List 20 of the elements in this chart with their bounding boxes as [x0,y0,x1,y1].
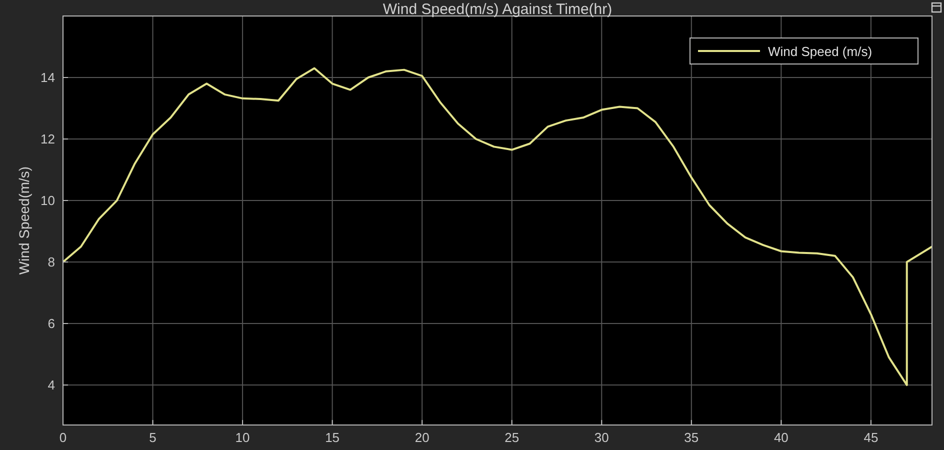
x-tick-label: 5 [149,430,156,445]
y-tick-label: 12 [40,132,55,147]
y-tick-label: 6 [48,316,55,332]
x-tick-label: 10 [235,430,250,445]
y-axis-title: Wind Speed(m/s) [16,166,32,275]
x-tick-label: 0 [59,430,67,445]
x-tick-label: 30 [594,430,609,445]
line-series [62,67,933,386]
y-tick-label: 8 [48,254,55,270]
y-tick-label: 14 [40,70,55,86]
y-tick-label: 10 [40,193,55,208]
legend-label: Wind Speed (m/s) [768,44,872,59]
x-tick-label: 25 [504,430,520,445]
x-tick-label: 35 [684,430,699,445]
x-tick-label: 15 [325,430,340,445]
x-tick-label: 20 [414,430,430,445]
y-tick-label: 4 [48,378,55,393]
chart-title: Wind Speed(m/s) Against Time(hr) [382,1,612,18]
x-tick-label: 45 [864,430,878,445]
x-tick-label: 40 [774,430,788,445]
